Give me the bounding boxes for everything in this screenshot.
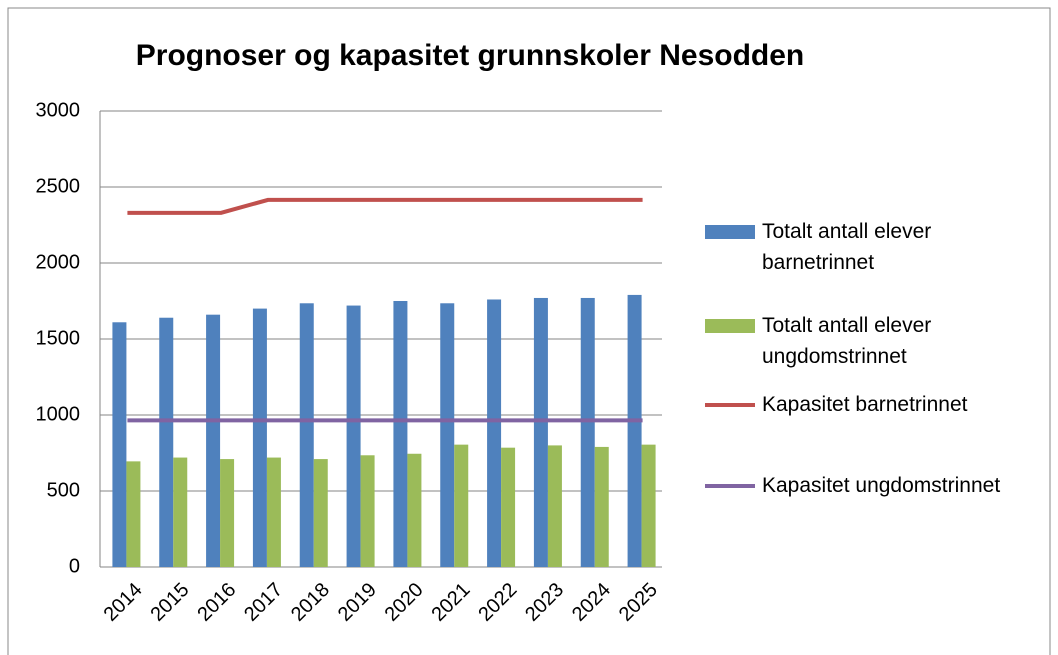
x-tick-label: 2024: [568, 579, 615, 626]
bar: [360, 455, 375, 567]
bar: [533, 297, 548, 567]
bar: [407, 453, 422, 567]
legend-swatch: [705, 225, 755, 239]
legend-label: Totalt antall elever ungdomstrinnet: [762, 314, 932, 368]
bar: [627, 294, 642, 567]
bar: [112, 322, 127, 567]
legend-swatch: [705, 319, 755, 333]
y-tick-label: 0: [69, 555, 80, 577]
bar: [173, 457, 188, 567]
y-tick-label: 1500: [36, 327, 81, 349]
bar: [393, 301, 408, 567]
x-tick-label: 2020: [381, 579, 428, 626]
x-tick-label: 2018: [287, 579, 334, 626]
legend-label: Totalt antall elever barnetrinnet: [762, 220, 932, 274]
bar: [641, 444, 656, 567]
x-tick-label: 2017: [240, 579, 287, 626]
bar: [454, 444, 469, 567]
bar: [252, 308, 267, 567]
bar: [487, 299, 502, 567]
bar: [346, 305, 361, 567]
legend-label: Kapasitet barnetrinnet: [762, 393, 968, 416]
x-tick-label: 2019: [334, 579, 381, 626]
bar: [159, 317, 174, 567]
y-tick-label: 1000: [36, 403, 81, 425]
bar: [126, 461, 141, 567]
y-tick-label: 3000: [36, 99, 81, 121]
x-tick-label: 2021: [427, 579, 474, 626]
bar: [547, 445, 562, 567]
chart-title: Prognoser og kapasitet grunnskoler Nesod…: [136, 39, 804, 72]
x-tick-label: 2023: [521, 579, 568, 626]
bar: [440, 303, 455, 567]
y-tick-label: 2000: [36, 251, 81, 273]
x-tick-label: 2016: [193, 579, 240, 626]
bar: [206, 314, 221, 567]
bar: [580, 297, 595, 567]
y-tick-label: 500: [47, 479, 80, 501]
y-tick-label: 2500: [36, 175, 81, 197]
bar: [313, 459, 328, 567]
x-tick-label: 2022: [474, 579, 521, 626]
chart-border: [7, 7, 1051, 655]
x-tick-label: 2014: [100, 579, 147, 626]
x-tick-label: 2015: [146, 579, 193, 626]
bar: [220, 459, 235, 567]
legend-label: Kapasitet ungdomstrinnet: [762, 474, 1001, 497]
bar: [266, 457, 281, 567]
bar: [594, 446, 609, 567]
x-tick-label: 2025: [615, 579, 662, 626]
bar: [501, 447, 516, 567]
line: [127, 197, 643, 215]
bar: [299, 303, 314, 567]
